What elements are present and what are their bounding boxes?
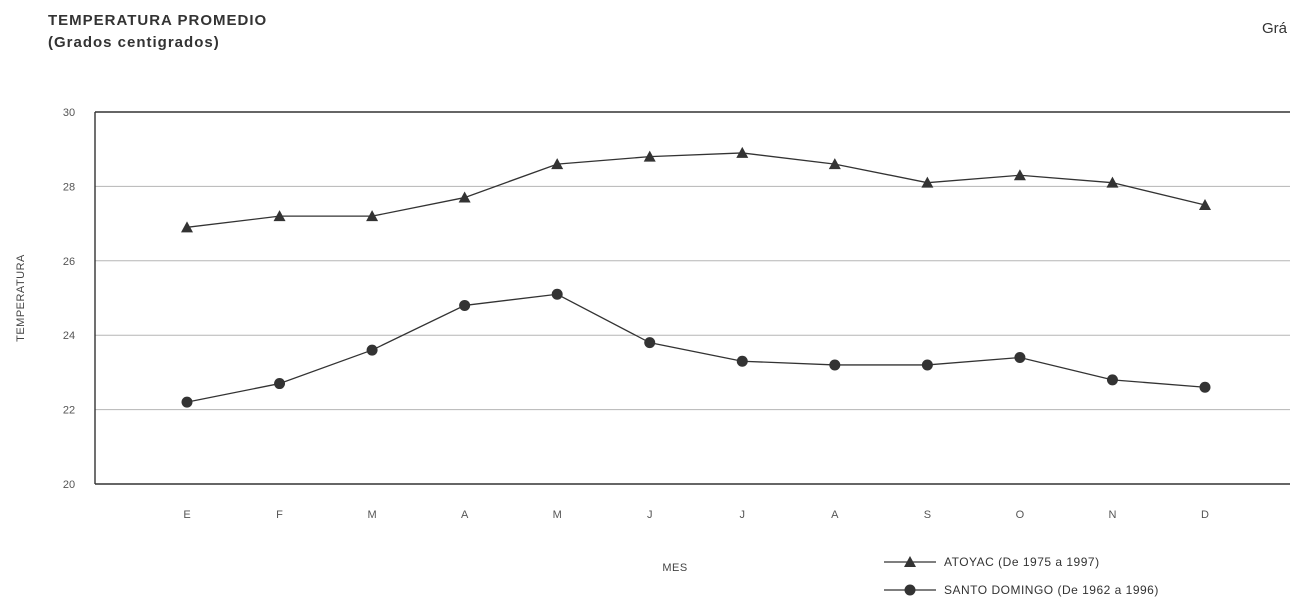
- y-axis-title: TEMPERATURA: [15, 254, 27, 342]
- circle-marker: [829, 359, 841, 371]
- y-tick-label: 28: [63, 181, 75, 193]
- y-tick-label: 20: [63, 479, 75, 491]
- triangle-marker: [828, 158, 841, 170]
- legend-label: ATOYAC (De 1975 a 1997): [944, 555, 1100, 569]
- legend-marker: [904, 584, 916, 596]
- series-2: [181, 288, 1211, 408]
- triangle-marker: [551, 158, 564, 170]
- circle-marker: [1106, 374, 1118, 386]
- x-tick-label: A: [461, 509, 469, 521]
- triangle-marker: [366, 210, 379, 222]
- circle-marker: [1014, 352, 1026, 364]
- x-tick-label: O: [1016, 509, 1025, 521]
- legend-item: ATOYAC (De 1975 a 1997): [884, 555, 1100, 569]
- circle-marker: [274, 378, 286, 390]
- circle-marker: [366, 344, 378, 356]
- x-tick-label: J: [740, 509, 746, 521]
- chart-title: TEMPERATURA PROMEDIO: [48, 12, 268, 29]
- chart-subtitle: (Grados centigrados): [48, 34, 220, 51]
- title-block: TEMPERATURA PROMEDIO (Grados centigrados…: [48, 10, 267, 54]
- series-1: [181, 146, 1211, 233]
- x-tick-label: S: [924, 509, 931, 521]
- x-tick-label: E: [183, 509, 190, 521]
- circle-marker: [736, 355, 748, 367]
- triangle-marker: [273, 210, 286, 222]
- legend-item: SANTO DOMINGO (De 1962 a 1996): [884, 583, 1159, 597]
- grid-layer: [95, 111, 1290, 485]
- triangle-marker: [643, 150, 656, 162]
- x-axis-title: MES: [662, 562, 687, 574]
- circle-marker: [459, 299, 471, 311]
- y-tick-label: 26: [63, 256, 75, 268]
- x-tick-label: N: [1108, 509, 1116, 521]
- triangle-marker: [921, 176, 934, 188]
- circle-marker: [644, 337, 656, 349]
- y-tick-label: 24: [63, 330, 75, 342]
- label-layer: 20 22 24 26 28 30 E F M A M J J A S O N D MES TEMPERATURA: [15, 107, 1209, 574]
- circle-marker: [551, 288, 563, 300]
- x-tick-label: J: [647, 509, 653, 521]
- x-tick-label: F: [276, 509, 283, 521]
- series-line: [186, 152, 1206, 228]
- x-tick-label: M: [553, 509, 562, 521]
- legend-marker: [904, 556, 916, 567]
- x-tick-label: M: [368, 509, 377, 521]
- circle-marker: [1199, 381, 1211, 393]
- triangle-marker: [181, 221, 193, 233]
- x-tick-label: D: [1201, 509, 1209, 521]
- y-tick-label: 30: [63, 107, 75, 119]
- triangle-marker: [1199, 199, 1211, 210]
- circle-marker: [181, 396, 193, 408]
- x-tick-label: A: [831, 509, 839, 521]
- legend: ATOYAC (De 1975 a 1997) SANTO DOMINGO (De…: [884, 555, 1159, 597]
- circle-marker: [921, 359, 933, 371]
- triangle-marker: [736, 146, 749, 158]
- triangle-marker: [458, 191, 471, 203]
- y-tick-label: 22: [63, 405, 75, 417]
- series-line: [186, 293, 1206, 403]
- triangle-marker: [1106, 176, 1119, 188]
- page-tag: Grá: [1261, 20, 1287, 37]
- series-layer: [181, 146, 1211, 408]
- triangle-marker: [1013, 169, 1026, 181]
- legend-label: SANTO DOMINGO (De 1962 a 1996): [944, 583, 1159, 597]
